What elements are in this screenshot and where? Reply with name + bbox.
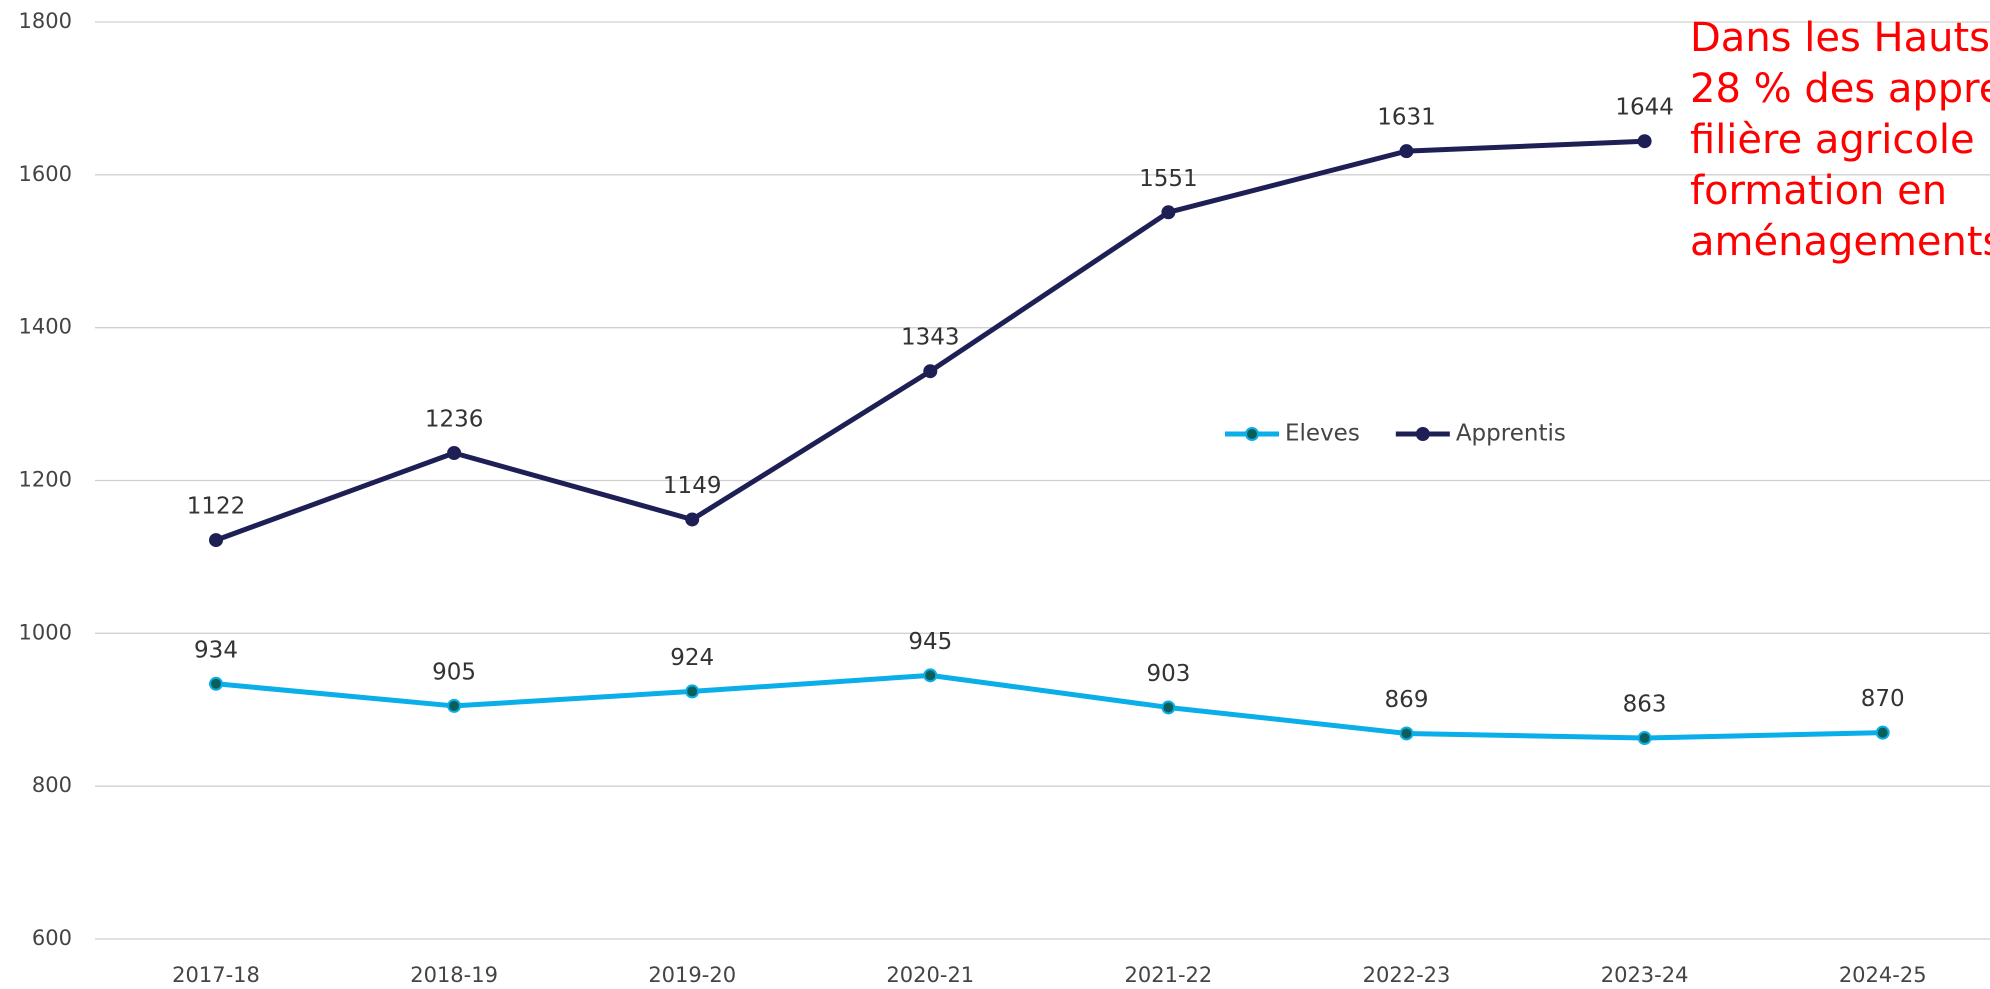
x-tick-label: 2020-21 [886, 963, 974, 987]
point-marker [923, 668, 938, 683]
data-label: 1122 [187, 494, 246, 520]
point-marker [923, 364, 938, 379]
y-tick-label: 1200 [19, 468, 72, 492]
data-label: 1343 [901, 325, 960, 351]
legend-label: Apprentis [1456, 421, 1566, 447]
point-marker [209, 676, 223, 691]
annotation-line: aménagements [1690, 219, 1990, 265]
data-label: 1551 [1139, 166, 1198, 192]
point-marker [685, 512, 700, 527]
annotation-line: 28 % des appre [1690, 66, 1990, 112]
x-tick-label: 2024-25 [1839, 963, 1927, 987]
x-tick-label: 2017-18 [172, 963, 260, 987]
data-label: 1644 [1615, 95, 1674, 121]
data-label: 903 [1146, 661, 1190, 687]
point-marker [1161, 700, 1176, 715]
legend-item: Apprentis [1395, 421, 1566, 447]
point-marker [447, 698, 462, 713]
annotation-line: filière agricole [1690, 117, 1975, 163]
point-marker [1399, 726, 1414, 741]
series-line [215, 672, 1883, 741]
data-label: 863 [1623, 692, 1667, 718]
annotation-line: formation en [1690, 168, 1947, 214]
point-marker [685, 684, 700, 699]
y-tick-label: 1800 [19, 9, 72, 33]
annotation-line: Dans les Hauts [1690, 15, 1990, 61]
y-tick-label: 800 [32, 773, 72, 797]
x-tick-label: 2022-23 [1363, 963, 1451, 987]
data-label: 1236 [425, 406, 484, 432]
data-label: 1149 [663, 473, 722, 499]
x-tick-label: 2019-20 [648, 963, 736, 987]
data-label: 1631 [1377, 105, 1436, 131]
data-label: 924 [670, 645, 714, 671]
data-label: 934 [194, 637, 238, 663]
data-label: 870 [1861, 686, 1905, 712]
y-tick-label: 1000 [19, 620, 72, 644]
point-marker [447, 445, 462, 460]
point-marker [1399, 144, 1414, 159]
point-marker [1637, 134, 1652, 149]
point-marker [209, 533, 223, 548]
data-label: 869 [1385, 687, 1429, 713]
data-label: 905 [432, 659, 476, 685]
y-tick-label: 1400 [19, 315, 72, 339]
x-tick-label: 2023-24 [1601, 963, 1689, 987]
legend-label: Eleves [1285, 421, 1360, 447]
y-tick-label: 1600 [19, 162, 72, 186]
x-tick-label: 2021-22 [1125, 963, 1213, 987]
x-tick-label: 2018-19 [410, 963, 498, 987]
y-tick-label: 600 [32, 926, 72, 950]
data-label: 945 [908, 629, 952, 655]
point-marker [1637, 731, 1652, 746]
legend-marker [1415, 427, 1430, 441]
legend-marker [1245, 427, 1259, 441]
point-marker [1875, 725, 1890, 740]
legend-item: Eleves [1225, 421, 1360, 447]
point-marker [1161, 205, 1176, 220]
